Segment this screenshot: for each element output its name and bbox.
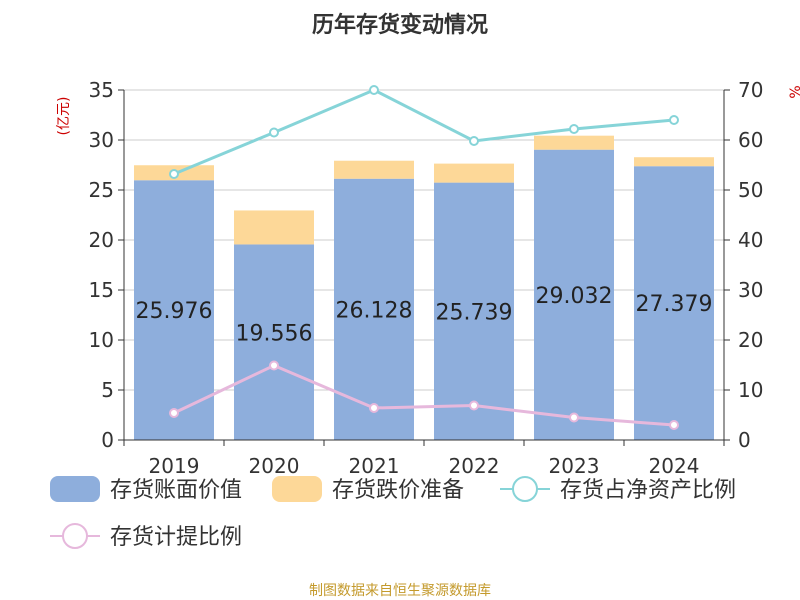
- left-tick-label: 5: [101, 378, 114, 402]
- point-存货占净资产比例: [469, 136, 479, 146]
- bar-存货跌价准备: [534, 135, 614, 150]
- point-存货占净资产比例: [569, 124, 579, 134]
- chart-title: 历年存货变动情况: [312, 12, 488, 38]
- legend-label: 存货跌价准备: [332, 478, 464, 503]
- left-tick-label: 0: [101, 428, 114, 452]
- bar-value-label: 27.379: [636, 292, 713, 317]
- lines-layer: [169, 85, 679, 430]
- point-存货计提比例: [569, 412, 579, 423]
- left-tick-label: 30: [89, 128, 114, 152]
- right-tick-label: 20: [738, 328, 763, 352]
- right-tick-label: 10: [738, 378, 763, 402]
- x-tick-label: 2024: [649, 454, 700, 478]
- bar-value-label: 25.739: [436, 300, 513, 325]
- right-axis-unit-label: %: [788, 85, 800, 98]
- gridlines: [124, 89, 724, 391]
- point-存货占净资产比例: [169, 169, 179, 179]
- right-tick-label: 70: [738, 78, 763, 102]
- x-tick-label: 2020: [249, 454, 300, 478]
- bars-layer: [134, 135, 714, 441]
- legend-swatch-存货账面价值: [50, 476, 100, 502]
- bar-value-label: 26.128: [336, 298, 413, 323]
- bar-存货账面价值: [534, 149, 614, 440]
- x-tick-label: 2021: [349, 454, 400, 478]
- left-tick-label: 15: [89, 278, 114, 302]
- legend-marker-存货计提比例: [62, 523, 88, 549]
- bar-存货账面价值: [634, 166, 714, 440]
- bar-存货跌价准备: [634, 157, 714, 167]
- bar-存货账面价值: [134, 180, 214, 441]
- legend-marker-存货占净资产比例: [512, 476, 538, 502]
- point-存货计提比例: [269, 360, 279, 371]
- axes-layer: 0 5 10 15 20 25 30 35 0 10 20 30 40 50 60 70 2019 2020 202…: [89, 78, 764, 478]
- point-存货占净资产比例: [669, 115, 679, 125]
- bar-存货账面价值: [234, 244, 314, 440]
- right-tick-label: 30: [738, 278, 763, 302]
- right-tick-label: 60: [738, 128, 763, 152]
- bar-value-label: 25.976: [136, 299, 213, 324]
- right-tick-label: 40: [738, 228, 763, 252]
- point-存货计提比例: [469, 400, 479, 411]
- bar-存货跌价准备: [234, 210, 314, 245]
- point-存货占净资产比例: [369, 85, 379, 95]
- point-存货计提比例: [669, 420, 679, 430]
- left-tick-label: 20: [89, 228, 114, 252]
- right-tick-label: 0: [738, 428, 751, 452]
- legend-label: 存货占净资产比例: [560, 478, 736, 503]
- left-tick-label: 35: [89, 78, 114, 102]
- x-tick-label: 2019: [149, 454, 200, 478]
- bar-labels-layer: 25.976 19.556 26.128 25.739 29.032 27.379: [136, 284, 713, 347]
- left-axis-unit-label: (亿元): [56, 97, 72, 136]
- point-存货计提比例: [369, 403, 379, 413]
- line-存货占净资产比例: [173, 88, 675, 176]
- legend-label: 存货账面价值: [110, 478, 242, 503]
- legend-label: 存货计提比例: [110, 525, 242, 550]
- bar-存货账面价值: [434, 182, 514, 441]
- bar-存货跌价准备: [334, 160, 414, 179]
- source-note: 制图数据来自恒生聚源数据库: [309, 583, 491, 599]
- point-存货计提比例: [169, 408, 179, 418]
- bar-存货跌价准备: [434, 163, 514, 183]
- point-存货占净资产比例: [269, 127, 279, 138]
- x-tick-label: 2022: [449, 454, 500, 478]
- legend-swatch-存货跌价准备: [272, 476, 322, 502]
- x-tick-label: 2023: [549, 454, 600, 478]
- left-tick-label: 10: [89, 328, 114, 352]
- line-存货计提比例: [173, 363, 675, 427]
- bar-value-label: 19.556: [236, 321, 313, 346]
- left-tick-label: 25: [89, 178, 114, 202]
- right-tick-label: 50: [738, 178, 763, 202]
- bar-value-label: 29.032: [536, 284, 613, 309]
